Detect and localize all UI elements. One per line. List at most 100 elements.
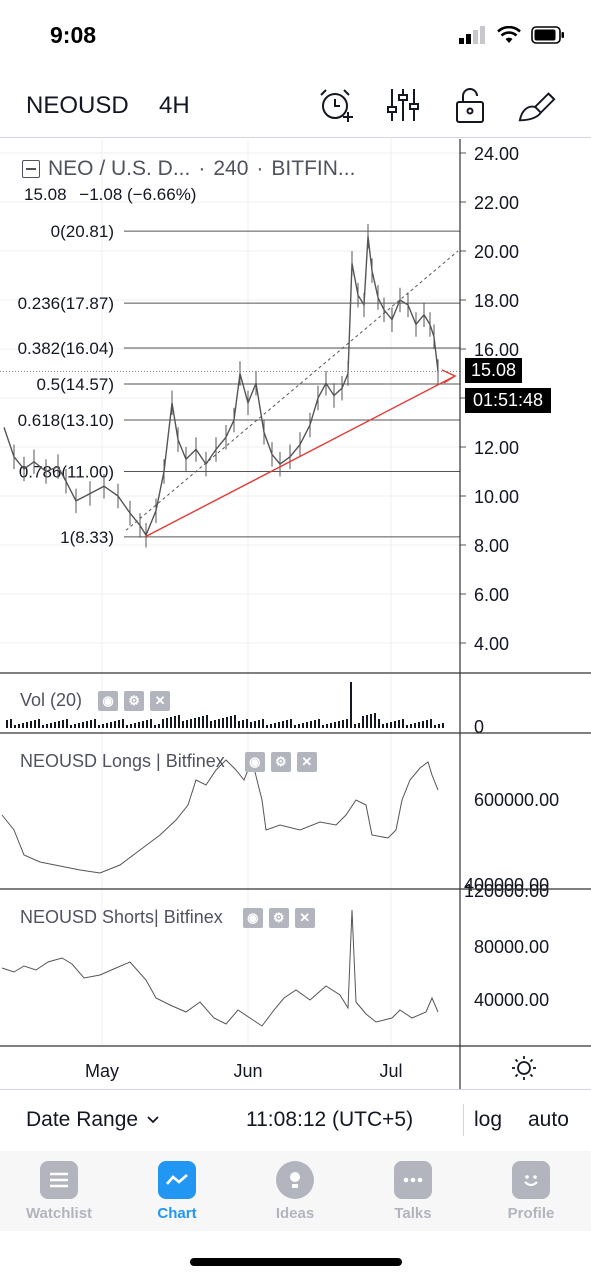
- volume-bar: [382, 724, 384, 728]
- volume-bar: [134, 723, 136, 728]
- chart-icon: [158, 1161, 196, 1199]
- volume-legend[interactable]: Vol (20) ◉ ⚙ ✕: [20, 690, 171, 711]
- status-bar: 9:08: [0, 0, 591, 72]
- volume-bars: 0: [6, 682, 484, 737]
- shorts-legend-label: NEOUSD Shorts| Bitfinex: [20, 907, 223, 927]
- price-tick-label: 16.00: [474, 340, 519, 360]
- volume-bar: [274, 723, 276, 728]
- log-scale-toggle[interactable]: log: [474, 1108, 503, 1131]
- gear-icon[interactable]: ⚙: [124, 690, 145, 711]
- close-icon[interactable]: ✕: [150, 690, 171, 711]
- volume-bar: [162, 719, 164, 728]
- shorts-legend[interactable]: NEOUSD Shorts| Bitfinex ◉ ⚙ ✕: [20, 907, 315, 928]
- volume-bar: [206, 715, 208, 728]
- symbol-selector[interactable]: NEOUSD: [26, 92, 129, 119]
- date-range-button[interactable]: Date Range: [26, 1108, 160, 1132]
- volume-bar: [66, 719, 68, 728]
- volume-bar: [86, 721, 88, 728]
- tab-label: Chart: [157, 1205, 197, 1222]
- volume-bar: [70, 725, 72, 728]
- volume-bar: [258, 720, 260, 728]
- volume-bar: [30, 721, 32, 728]
- sun-core: [517, 1061, 531, 1075]
- tab-ideas[interactable]: Ideas: [245, 1161, 345, 1222]
- close-icon[interactable]: ✕: [296, 751, 317, 772]
- legend-interval: 240: [213, 157, 249, 180]
- main-legend[interactable]: NEO / U.S. D... · 240 · BITFIN...: [22, 157, 355, 181]
- volume-bar: [398, 720, 400, 728]
- gear-icon[interactable]: ⚙: [270, 751, 291, 772]
- alarm-add-button[interactable]: [314, 84, 356, 126]
- volume-bar: [38, 719, 40, 728]
- volume-bar: [374, 713, 376, 728]
- volume-axis-label: 0: [474, 717, 484, 737]
- close-icon[interactable]: ✕: [294, 907, 315, 928]
- chart-grid: [0, 139, 460, 1046]
- longs-series: 600000.00 400000.00: [1, 758, 559, 895]
- volume-bar: [146, 720, 148, 728]
- tab-watchlist[interactable]: Watchlist: [9, 1161, 109, 1222]
- volume-bar: [138, 722, 140, 728]
- volume-bar: [410, 724, 412, 728]
- interval-selector[interactable]: 4H: [159, 92, 190, 119]
- volume-bar: [254, 721, 256, 728]
- eye-icon[interactable]: ◉: [242, 907, 263, 928]
- volume-bar: [250, 722, 252, 728]
- tab-profile[interactable]: Profile: [481, 1161, 581, 1222]
- tab-chart[interactable]: Chart: [127, 1161, 227, 1222]
- longs-legend-label: NEOUSD Longs | Bitfinex: [20, 751, 225, 771]
- indicators-button[interactable]: [382, 84, 424, 126]
- volume-bar: [182, 721, 184, 728]
- legend-close: 15.08: [24, 185, 67, 204]
- chevron-down-icon: [147, 1116, 159, 1124]
- wifi-icon: [497, 26, 521, 43]
- volume-bar: [154, 725, 156, 728]
- fib-level-label: 0.5(14.57): [37, 375, 115, 394]
- divider: [463, 1104, 464, 1136]
- pane-dividers: [0, 139, 591, 1089]
- fibonacci-retracement: 0(20.81) 0.236(17.87) 0.382(16.04) 0.5(14.5…: [18, 222, 460, 547]
- volume-bar: [350, 682, 352, 728]
- volume-bar: [238, 721, 240, 728]
- volume-bar: [310, 721, 312, 728]
- eye-icon[interactable]: ◉: [244, 751, 265, 772]
- price-tick-label: 18.00: [474, 291, 519, 311]
- volume-bar: [202, 716, 204, 728]
- volume-bar: [326, 724, 328, 728]
- volume-bar: [230, 716, 232, 728]
- gear-icon[interactable]: ⚙: [268, 907, 289, 928]
- volume-bar: [318, 719, 320, 728]
- volume-bar: [406, 725, 408, 728]
- collapse-legend-icon[interactable]: [22, 160, 40, 178]
- volume-bar: [286, 720, 288, 728]
- price-tick-label: 8.00: [474, 536, 509, 556]
- longs-line: [1, 758, 439, 874]
- fib-level-label: 1(8.33): [60, 528, 114, 547]
- legend-values: 15.08 −1.08 (−6.66%): [24, 185, 196, 205]
- chart-settings-icon[interactable]: [512, 1056, 536, 1080]
- tab-talks[interactable]: Talks: [363, 1161, 463, 1222]
- volume-bar: [102, 724, 104, 728]
- indicators-icon: [387, 89, 419, 121]
- volume-bar: [118, 720, 120, 728]
- price-tick-label: 6.00: [474, 585, 509, 605]
- volume-bar: [330, 723, 332, 728]
- lock-button[interactable]: [449, 84, 491, 126]
- legend-separator: ·: [256, 157, 264, 180]
- longs-legend[interactable]: NEOUSD Longs | Bitfinex ◉ ⚙ ✕: [20, 751, 317, 772]
- drawing-tools-button[interactable]: [516, 84, 558, 126]
- volume-bar: [54, 722, 56, 728]
- shorts-axis-label: 80000.00: [474, 937, 549, 957]
- volume-bar: [46, 724, 48, 728]
- eye-icon[interactable]: ◉: [98, 690, 119, 711]
- chart-canvas[interactable]: 0(20.81) 0.236(17.87) 0.382(16.04) 0.5(14.5…: [0, 139, 591, 1089]
- auto-scale-toggle[interactable]: auto: [528, 1108, 569, 1131]
- volume-bar: [334, 722, 336, 728]
- volume-bar: [322, 725, 324, 728]
- volume-bar: [394, 721, 396, 728]
- volume-bar: [222, 718, 224, 728]
- clock-timezone[interactable]: 11:08:12 (UTC+5): [246, 1108, 414, 1131]
- volume-bar: [62, 720, 64, 728]
- volume-bar: [414, 723, 416, 728]
- volume-bar: [226, 717, 228, 728]
